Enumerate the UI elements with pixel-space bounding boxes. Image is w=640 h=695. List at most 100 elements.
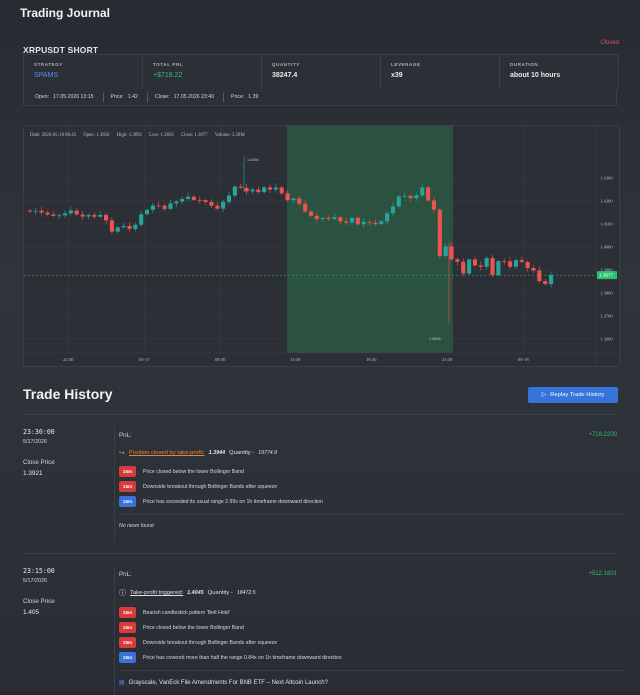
close-time: 17.05.2026 23:40	[173, 94, 215, 100]
candle-body	[519, 260, 524, 263]
history-entry: 23:30:00 5/17/2026 Close Price 1.3921 Pn…	[23, 426, 623, 542]
candle-body	[390, 206, 396, 214]
close-price-value: 1.405	[23, 609, 39, 616]
close-price-label: Close Price	[23, 598, 55, 605]
y-tick-label: 1.4200	[600, 198, 613, 203]
stat-value: 38247.4	[272, 72, 298, 79]
candle-body	[513, 260, 518, 267]
signal-row: 15m Downside breakout through Bollinger …	[119, 481, 623, 492]
low-marker: 1.3666	[429, 337, 441, 341]
timeframe-badge: 15m	[119, 622, 136, 633]
trade-history-title: Trade History	[23, 386, 113, 402]
candle-body	[262, 187, 267, 193]
quantity-value: 18472.5	[236, 590, 256, 596]
candle-body	[156, 205, 161, 207]
signal-text: Downside breakout through Bollinger Band…	[143, 483, 278, 490]
candle-body	[449, 246, 454, 260]
replay-label: Replay Trade History	[550, 392, 605, 398]
y-tick-label: 1.3700	[600, 313, 613, 318]
close-price-label: Price:	[231, 94, 245, 100]
stat-total-pnl: TOTAL PNL +$718.22	[143, 55, 262, 89]
y-tick-label: 1.3800	[600, 290, 613, 295]
y-tick-label: 1.4100	[600, 221, 613, 226]
legend-low: Low: 1.3856	[149, 133, 174, 138]
candle-body	[63, 213, 68, 216]
trade-timing: Open: 17.05.2026 13:15 Price: 1.42 Close…	[23, 89, 617, 106]
replay-trade-history-button[interactable]: ▷ Replay Trade History	[528, 387, 618, 403]
candle-body	[320, 217, 325, 220]
legend-open: Open: 1.3856	[83, 133, 110, 138]
signal-text: Price closed below the lower Bollinger B…	[143, 624, 244, 631]
candle-body	[461, 261, 466, 274]
signal-text: Downside breakout through Bollinger Band…	[143, 639, 278, 646]
section-divider	[23, 414, 618, 415]
stat-quantity: QUANTITY 38247.4	[262, 55, 381, 89]
candle-body	[297, 198, 302, 204]
candle-body	[33, 210, 38, 212]
candle-body	[215, 205, 220, 209]
candle-body	[355, 217, 360, 225]
candle-body	[420, 187, 425, 196]
signal-row: 15m Price has covered more than half the…	[119, 652, 623, 663]
candle-body	[332, 217, 337, 220]
stat-label: TOTAL PNL	[153, 62, 184, 67]
close-price-value: 1.3921	[23, 470, 43, 477]
candle-body	[472, 259, 477, 266]
signal-row: 15m Price closed below the lower Bolling…	[119, 466, 623, 477]
candle-body	[484, 258, 489, 267]
candle-body	[185, 196, 191, 200]
chart-grid	[24, 126, 596, 353]
stats-panel: STRATEGY SPAMS TOTAL PNL +$718.22 QUANTI…	[23, 54, 619, 90]
legend-close: Close: 1.3877	[181, 133, 208, 138]
divider	[146, 92, 148, 102]
news-item[interactable]: ▤ Grayscale, VanEck File Amendments For …	[119, 679, 623, 687]
exit-icon: ↪	[119, 450, 125, 457]
signal-text: Price has covered more than half the ran…	[143, 654, 342, 661]
candle-body	[338, 217, 343, 222]
candle-body	[344, 221, 349, 223]
candle-body	[437, 209, 442, 257]
candle-body	[39, 210, 44, 213]
candle-body	[379, 221, 384, 225]
candle-body	[115, 227, 120, 232]
candle-body	[455, 259, 460, 262]
candle-body	[109, 220, 114, 232]
event-link[interactable]: Take-profit triggered:	[130, 590, 184, 596]
chart-legend: Date: 2026-05-18 06:45 Open: 1.3856 High…	[30, 133, 245, 138]
pnl-value: +512.1801	[588, 571, 617, 577]
entry-time: 23:30:00	[23, 428, 55, 436]
price-chart-svg[interactable]: 1.4300 1.4200 1.4100 1.4000 1.3900 1.3800 1.37…	[24, 126, 619, 366]
candle-body	[326, 217, 331, 220]
candle-body	[133, 224, 138, 229]
candle-body	[314, 215, 319, 220]
timeframe-badge: 15m	[119, 607, 136, 618]
event-row: ⓘ Take-profit triggered: 1.4045 Quantity…	[119, 588, 623, 598]
candle-body	[426, 187, 431, 201]
timeframe-badge: 15m	[119, 652, 136, 663]
newspaper-icon: ▤	[119, 680, 125, 686]
close-price: 1.39	[248, 94, 259, 100]
stat-label: DURATION	[510, 62, 539, 67]
open-price-label: Price:	[110, 94, 124, 100]
signal-text: Price has exceeded its usual range 2.99x…	[143, 498, 323, 505]
candle-body	[549, 275, 554, 285]
quantity-value: 19774.9	[258, 450, 278, 456]
event-link[interactable]: Position closed by take-profit:	[128, 450, 205, 456]
candle-body	[537, 270, 542, 282]
pnl-row: PnL: +512.1801	[119, 571, 623, 583]
candle-body	[349, 217, 355, 223]
candle-body	[68, 210, 73, 214]
candle-body	[168, 203, 173, 209]
x-tick-label: 13:30	[290, 357, 301, 362]
candle-body	[531, 268, 536, 271]
history-entry: 23:15:00 5/17/2026 Close Price 1.405 PnL…	[23, 565, 623, 695]
open-time: 17.05.2026 13:15	[53, 94, 94, 100]
entry-details: PnL: +512.1801 ⓘ Take-profit triggered: …	[114, 565, 623, 695]
candle-body	[402, 195, 407, 197]
candle-body	[209, 202, 214, 206]
candle-body	[51, 214, 56, 216]
news-headline[interactable]: Grayscale, VanEck File Amendments For BN…	[128, 679, 328, 686]
price-chart[interactable]: 1.4300 1.4200 1.4100 1.4000 1.3900 1.3800 1.37…	[23, 125, 620, 367]
candle-body	[273, 187, 278, 190]
x-axis: 22:30 05-17 08:30 13:30 18:30 23:30 05-18	[24, 352, 619, 362]
